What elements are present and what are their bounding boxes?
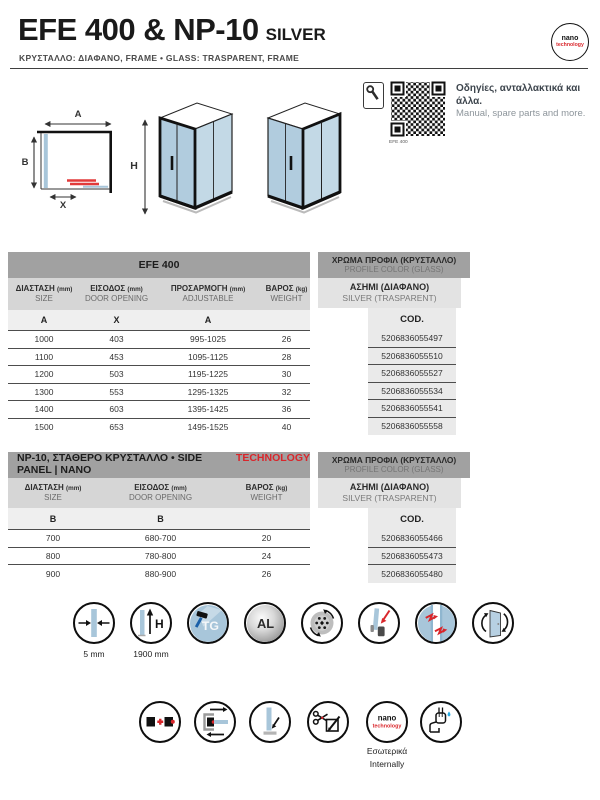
code-list: 5206836055466 5206836055473 5206836055480 (368, 530, 456, 583)
table-row: 800 780-800 24 (8, 548, 310, 565)
tempered-glass-icon: TG (187, 602, 229, 644)
table-row: 1200 503 1195-1225 30 (8, 366, 310, 384)
table-efe400: EFE 400 ΔΙΑΣΤΑΣΗ (mm) SIZE ΕΙΣΟΔΟΣ (mm) … (8, 252, 310, 436)
manual-text-english: Manual, spare parts and more. (456, 108, 586, 119)
table-row: 1000 403 995-1025 26 (8, 331, 310, 349)
aluminum-icon: AL (244, 602, 286, 644)
code-column-header: COD. (400, 313, 424, 325)
table-efe400-codes-section: ΧΡΩΜΑ ΠΡΟΦΙΛ (ΚΡΥΣΤΑΛΛΟ) PROFILE COLOR (… (318, 252, 470, 436)
table-row: 700 680-700 20 (8, 530, 310, 548)
code-column: COD. 5206836055497 5206836055510 520683605… (368, 308, 456, 435)
table-np10-codes-section: ΧΡΩΜΑ ΠΡΟΦΙΛ (ΚΡΥΣΤΑΛΛΟ) PROFILE COLOR (… (318, 452, 470, 584)
product-name: EFE 400 & NP-10 (18, 12, 259, 47)
isometric-drawing-2 (266, 102, 342, 214)
column-header-weight: ΒΑΡΟΣ (kg) WEIGHT (245, 483, 288, 502)
page-title: EFE 400 & NP-10 SILVER (18, 12, 326, 48)
page-subtitle: ΚΡΥΣΤΑΛΛΟ: ΔΙΑΦΑΝΟ, FRAME • GLASS: TRASP… (19, 53, 300, 63)
svg-text:TG: TG (201, 619, 218, 633)
code-list: 5206836055497 5206836055510 5206836055527 5… (368, 330, 456, 435)
dim-b-label: B (22, 157, 29, 168)
height-icon: H (130, 602, 172, 644)
product-code: 5206836055473 (368, 548, 456, 565)
code-column: COD. 5206836055466 5206836055473 520683605… (368, 508, 456, 583)
color-silver-header: ΑΣΗΜΙ (ΔΙΑΦΑΝΟ) SILVER (TRASPARENT) (318, 278, 461, 308)
profile-color-header: ΧΡΩΜΑ ΠΡΟΦΙΛ (ΚΡΥΣΤΑΛΛΟ) PROFILE COLOR (… (318, 452, 470, 478)
product-code: 5206836055541 (368, 400, 456, 418)
dim-a-label: A (75, 109, 82, 120)
table-np10-title: NP-10, ΣΤΑΘΕΡΟ ΚΡΥΣΤΑΛΛΟ • SIDE PANEL | … (8, 452, 310, 478)
nano-technology-icon: nano technology (366, 701, 408, 743)
manual-text-greek: Οδηγίες, ανταλλακτικά και άλλα. (456, 83, 581, 107)
roller-wheels-icon (301, 602, 343, 644)
product-code: 5206836055510 (368, 348, 456, 365)
table-efe400-header: ΔΙΑΣΤΑΣΗ (mm) SIZE ΕΙΣΟΔΟΣ (mm) DOOR OPE… (8, 278, 310, 310)
table-row: 1400 603 1395-1425 36 (8, 401, 310, 419)
internally-note: Εσωτερικά Internally (366, 746, 408, 769)
product-code: 5206836055497 (368, 330, 456, 348)
glass-thickness-label: 5 mm (83, 649, 105, 659)
column-header-adjustable: ΠΡΟΣΑΡΜΟΓΗ (mm) ADJUSTABLE (170, 284, 246, 303)
magnetic-closure-icon (415, 602, 457, 644)
spare-parts-icon (363, 82, 384, 109)
reversible-door-icon (472, 602, 514, 644)
column-header-door-opening: ΕΙΣΟΔΟΣ (mm) DOOR OPENING (84, 284, 149, 303)
sliding-profile-icon (194, 701, 236, 743)
height-label: 1900 mm (133, 649, 169, 659)
header-divider (10, 68, 588, 69)
table-row: 1100 453 1095-1125 28 (8, 349, 310, 366)
table-np10: NP-10, ΣΤΑΘΕΡΟ ΚΡΥΣΤΑΛΛΟ • SIDE PANEL | … (8, 452, 310, 583)
qr-code (389, 80, 447, 138)
wrench-icon (366, 85, 379, 100)
top-view-drawing: A B X (22, 109, 112, 211)
glass-base-profile-icon (249, 701, 291, 743)
product-code: 5206836055527 (368, 365, 456, 383)
panel-combination-icon (139, 701, 181, 743)
cut-to-size-icon (307, 701, 349, 743)
code-column-header: COD. (400, 513, 424, 525)
svg-text:H: H (155, 617, 164, 631)
table-efe400-subheader: A X A (8, 310, 310, 331)
table-np10-subheader: B B (8, 508, 310, 530)
column-header-weight: ΒΑΡΟΣ (kg) WEIGHT (265, 284, 308, 303)
column-header-size: ΔΙΑΣΤΑΣΗ (mm) SIZE (15, 284, 73, 303)
product-code: 5206836055558 (381, 421, 443, 432)
table-np10-body: 700 680-700 20 800 780-800 24 900 880-90… (8, 530, 310, 583)
table-np10-header: ΔΙΑΣΤΑΣΗ (mm) SIZE ΕΙΣΟΔΟΣ (mm) DOOR OPE… (8, 478, 310, 508)
column-header-size: ΔΙΑΣΤΑΣΗ (mm) SIZE (24, 483, 82, 502)
nano-technology-logo: nano technology (551, 23, 589, 61)
svg-text:nano: nano (378, 714, 397, 723)
table-efe400-body: 1000 403 995-1025 26 1100 453 1095-1125 … (8, 331, 310, 436)
dim-h-label: H (130, 160, 138, 172)
profile-color-header: ΧΡΩΜΑ ΠΡΟΦΙΛ (ΚΡΥΣΤΑΛΛΟ) PROFILE COLOR (… (318, 252, 470, 278)
product-code: 5206836055480 (381, 568, 443, 579)
product-code: 5206836055466 (368, 530, 456, 548)
product-code: 5206836055534 (368, 383, 456, 400)
manual-text: Οδηγίες, ανταλλακτικά και άλλα. Manual, … (456, 82, 596, 120)
easy-clean-icon (420, 701, 462, 743)
color-silver-header: ΑΣΗΜΙ (ΔΙΑΦΑΝΟ) SILVER (TRASPARENT) (318, 478, 461, 508)
technical-drawings: A B X H (22, 102, 342, 215)
product-variant: SILVER (265, 25, 326, 44)
glass-thickness-icon (73, 602, 115, 644)
table-row: 1500 653 1495-1525 40 (34, 422, 292, 433)
svg-text:AL: AL (256, 616, 273, 631)
qr-caption: EFE 400 (389, 140, 408, 145)
table-row: 900 880-900 26 (45, 568, 272, 579)
table-efe400-title: EFE 400 (8, 252, 310, 278)
table-row: 1300 553 1295-1325 32 (8, 384, 310, 401)
svg-text:technology: technology (373, 724, 402, 730)
adjustable-rollers-icon (358, 602, 400, 644)
dim-x-label: X (60, 200, 67, 211)
isometric-drawing-1 (158, 102, 234, 214)
column-header-door-opening: ΕΙΣΟΔΟΣ (mm) DOOR OPENING (128, 483, 193, 502)
